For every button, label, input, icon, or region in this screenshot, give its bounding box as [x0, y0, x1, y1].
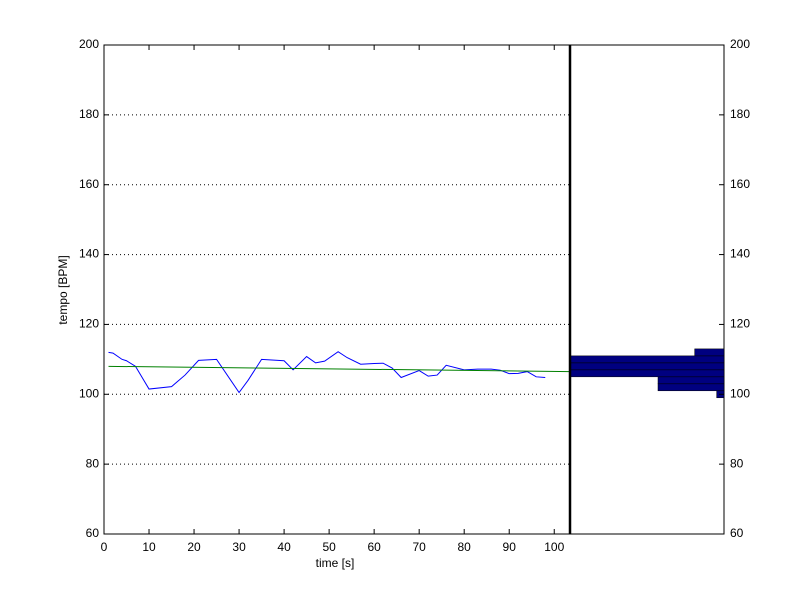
hist-bar [657, 376, 725, 385]
x-tick-label: 10 [142, 540, 156, 554]
y-tick-label: 100 [730, 386, 750, 400]
y-tick-label: 200 [730, 37, 750, 51]
x-tick-label: 0 [101, 540, 108, 554]
hist-bar [694, 348, 725, 357]
data-line [108, 365, 571, 373]
y-tick-label: 60 [730, 526, 744, 540]
x-tick-label: 70 [412, 540, 426, 554]
hist-bar [569, 362, 725, 371]
y-tick-label: 80 [86, 456, 100, 470]
x-tick-label: 80 [458, 540, 472, 554]
y-tick-label: 120 [730, 317, 750, 331]
y-tick-label: 80 [730, 456, 744, 470]
y-tick-label: 140 [79, 247, 99, 261]
x-tick-label: 40 [277, 540, 291, 554]
x-tick-label: 60 [367, 540, 381, 554]
x-axis-label: time [s] [316, 556, 355, 570]
y-tick-label: 180 [79, 107, 99, 121]
hist-bar [569, 369, 725, 378]
x-tick-label: 30 [232, 540, 246, 554]
y-tick-label: 140 [730, 247, 750, 261]
x-tick-label: 50 [322, 540, 336, 554]
y-tick-label: 100 [79, 386, 99, 400]
y-tick-label: 180 [730, 107, 750, 121]
hist-bar [569, 355, 725, 364]
y-tick-label: 160 [730, 177, 750, 191]
y-tick-label: 120 [79, 317, 99, 331]
data-line [108, 351, 546, 394]
hist-axes-box [569, 44, 725, 535]
y-tick-label: 160 [79, 177, 99, 191]
x-tick-label: 100 [544, 540, 564, 554]
hist-bar [657, 383, 725, 392]
x-tick-label: 90 [503, 540, 517, 554]
x-tick-label: 20 [187, 540, 201, 554]
y-tick-label: 200 [79, 37, 99, 51]
y-axis-label: tempo [BPM] [56, 255, 70, 324]
axes-box [103, 44, 571, 535]
y-tick-label: 60 [86, 526, 100, 540]
